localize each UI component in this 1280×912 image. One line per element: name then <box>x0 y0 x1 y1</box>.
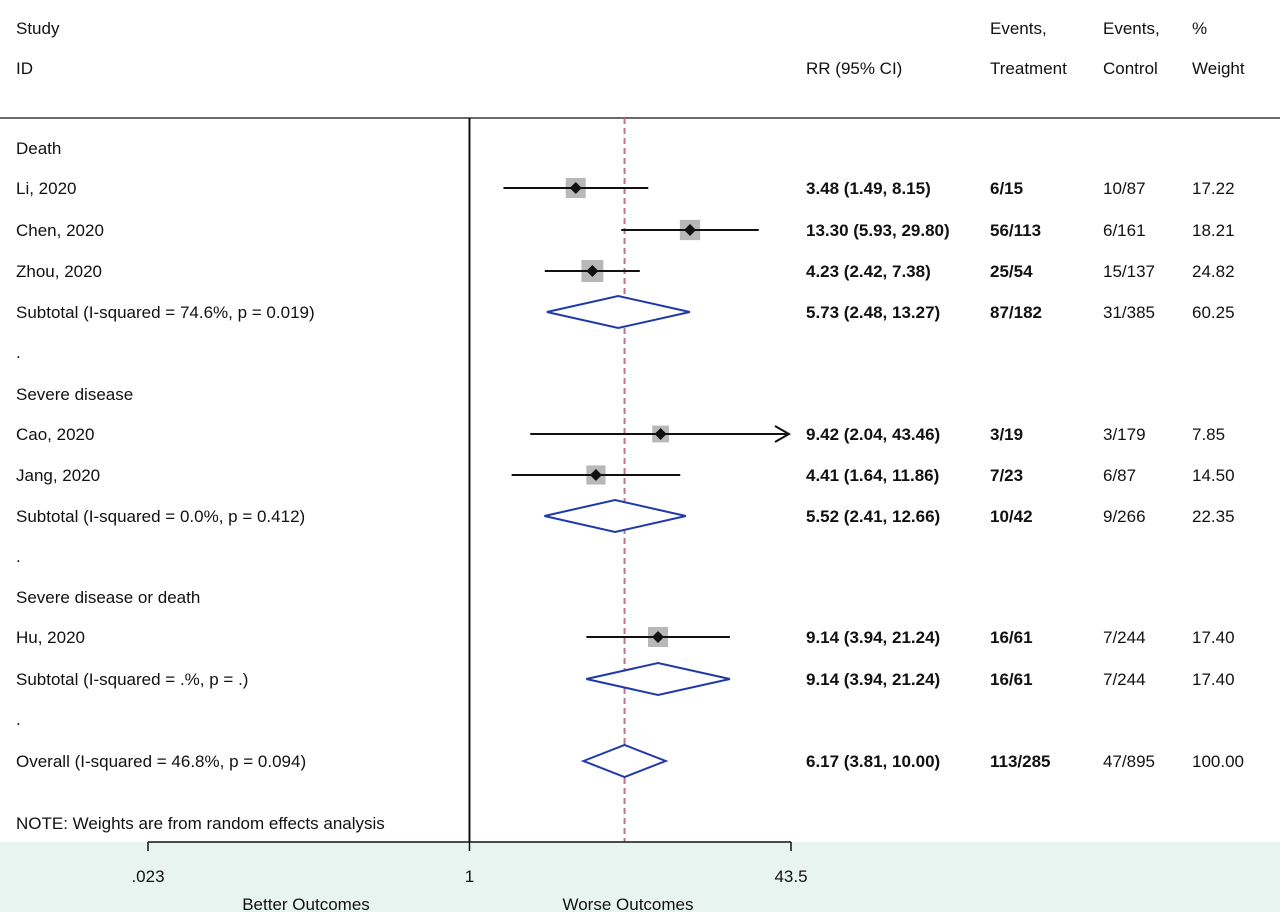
row-label-12: Hu, 2020 <box>16 628 85 647</box>
weight-9: 22.35 <box>1192 507 1235 526</box>
point-estimate-3 <box>586 265 599 277</box>
ci-arrow-7 <box>774 425 792 443</box>
axis-label-worse: Worse Outcomes <box>562 895 693 912</box>
study-mark-12 <box>586 626 730 648</box>
rr-ci-text-9: 5.52 (2.41, 12.66) <box>806 507 940 526</box>
rr-ci-text-8: 4.41 (1.64, 11.86) <box>806 466 939 485</box>
events-treatment-9: 10/42 <box>990 507 1033 526</box>
events-treatment-3: 25/54 <box>990 262 1033 281</box>
events-control-9: 9/266 <box>1103 507 1146 526</box>
events-control-8: 6/87 <box>1103 466 1136 485</box>
header-weight-2: Weight <box>1192 59 1245 78</box>
events-control-3: 15/137 <box>1103 262 1155 281</box>
rr-ci-text-12: 9.14 (3.94, 21.24) <box>806 628 940 647</box>
events-treatment-12: 16/61 <box>990 628 1033 647</box>
events-control-12: 7/244 <box>1103 628 1146 647</box>
row-label-13: Subtotal (I-squared = .%, p = .) <box>16 670 248 689</box>
row-label-7: Cao, 2020 <box>16 425 94 444</box>
events-control-7: 3/179 <box>1103 425 1146 444</box>
weights-note: NOTE: Weights are from random effects an… <box>16 814 385 833</box>
events-treatment-15: 113/285 <box>990 752 1051 771</box>
point-estimate-2 <box>684 224 697 236</box>
rows-layer: Death Li, 2020 3.48 (1.49, 8.15) 6/15 10/87 1… <box>16 139 1244 771</box>
rr-ci-text-15: 6.17 (3.81, 10.00) <box>806 752 940 771</box>
events-treatment-1: 6/15 <box>990 179 1023 198</box>
row-label-0: Death <box>16 139 61 158</box>
events-treatment-13: 16/61 <box>990 670 1033 689</box>
events-treatment-7: 3/19 <box>990 425 1023 444</box>
marks-layer <box>468 118 792 842</box>
point-estimate-7 <box>654 428 667 440</box>
row-label-6: Severe disease <box>16 385 133 404</box>
weight-13: 17.40 <box>1192 670 1235 689</box>
weight-3: 24.82 <box>1192 262 1235 281</box>
rr-ci-text-13: 9.14 (3.94, 21.24) <box>806 670 940 689</box>
events-control-2: 6/161 <box>1103 221 1146 240</box>
row-label-2: Chen, 2020 <box>16 221 104 240</box>
study-mark-3 <box>544 260 640 282</box>
weight-12: 17.40 <box>1192 628 1235 647</box>
events-treatment-4: 87/182 <box>990 303 1042 322</box>
x-tick-label-0: .023 <box>131 867 164 886</box>
events-control-15: 47/895 <box>1103 752 1155 771</box>
rr-ci-text-3: 4.23 (2.42, 7.38) <box>806 262 931 281</box>
weight-2: 18.21 <box>1192 221 1235 240</box>
subtotal-diamond-9 <box>544 498 687 534</box>
axis-band <box>0 842 1280 912</box>
row-label-15: Overall (I-squared = 46.8%, p = 0.094) <box>16 752 306 771</box>
row-label-10: . <box>16 547 21 566</box>
events-control-13: 7/244 <box>1103 670 1146 689</box>
weight-7: 7.85 <box>1192 425 1225 444</box>
point-estimate-8 <box>589 469 602 481</box>
axis-layer: .023 1 43.5 <box>131 841 808 886</box>
rr-ci-text-1: 3.48 (1.49, 8.15) <box>806 179 931 198</box>
subtotal-diamond-4 <box>546 294 691 330</box>
row-label-5: . <box>16 343 21 362</box>
overall-diamond <box>580 743 669 779</box>
weight-15: 100.00 <box>1192 752 1244 771</box>
study-mark-7 <box>530 425 792 443</box>
row-label-1: Li, 2020 <box>16 179 77 198</box>
rr-ci-text-7: 9.42 (2.04, 43.46) <box>806 425 940 444</box>
row-label-4: Subtotal (I-squared = 74.6%, p = 0.019) <box>16 303 315 322</box>
events-control-4: 31/385 <box>1103 303 1155 322</box>
axis-label-better: Better Outcomes <box>242 895 370 912</box>
subtotal-diamond-13 <box>586 661 731 697</box>
study-mark-2 <box>621 219 759 241</box>
row-label-11: Severe disease or death <box>16 588 200 607</box>
events-control-1: 10/87 <box>1103 179 1146 198</box>
header-events-treatment-2: Treatment <box>990 59 1067 78</box>
point-estimate-1 <box>569 182 582 194</box>
row-label-3: Zhou, 2020 <box>16 262 102 281</box>
study-mark-1 <box>503 178 649 198</box>
header-events-treatment-1: Events, <box>990 19 1047 38</box>
header-id: ID <box>16 59 33 78</box>
weight-8: 14.50 <box>1192 466 1235 485</box>
events-treatment-2: 56/113 <box>990 221 1041 240</box>
header-rr: RR (95% CI) <box>806 59 902 78</box>
weight-4: 60.25 <box>1192 303 1235 322</box>
weight-1: 17.22 <box>1192 179 1235 198</box>
x-tick-label-1: 1 <box>465 867 474 886</box>
header-events-control-2: Control <box>1103 59 1158 78</box>
point-estimate-12 <box>652 631 665 643</box>
header-events-control-1: Events, <box>1103 19 1160 38</box>
x-tick-label-2: 43.5 <box>774 867 807 886</box>
header-weight-1: % <box>1192 19 1207 38</box>
rr-ci-text-4: 5.73 (2.48, 13.27) <box>806 303 940 322</box>
row-label-14: . <box>16 710 21 729</box>
row-label-9: Subtotal (I-squared = 0.0%, p = 0.412) <box>16 507 305 526</box>
row-label-8: Jang, 2020 <box>16 466 100 485</box>
study-mark-8 <box>511 465 681 485</box>
events-treatment-8: 7/23 <box>990 466 1023 485</box>
header-study: Study <box>16 19 60 38</box>
rr-ci-text-2: 13.30 (5.93, 29.80) <box>806 221 950 240</box>
